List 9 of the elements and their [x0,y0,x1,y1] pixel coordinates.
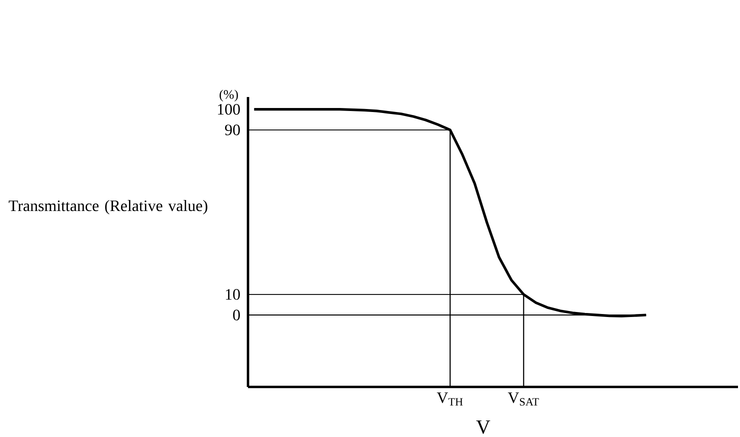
y-axis-title: Transmittance (Relative value) [8,200,208,214]
text: (%) [220,90,238,102]
y-tick-label: 0 [233,310,240,320]
x-tick-label: V$_{SAT}$ [508,392,539,406]
y-tick-label: 90 [225,124,240,136]
x-tick-label: V$_{TH}$ [436,392,463,406]
y-tick-label: 10 [226,288,240,300]
y-tick-label: 100 [218,104,240,115]
x-axis-title: V [476,420,490,434]
